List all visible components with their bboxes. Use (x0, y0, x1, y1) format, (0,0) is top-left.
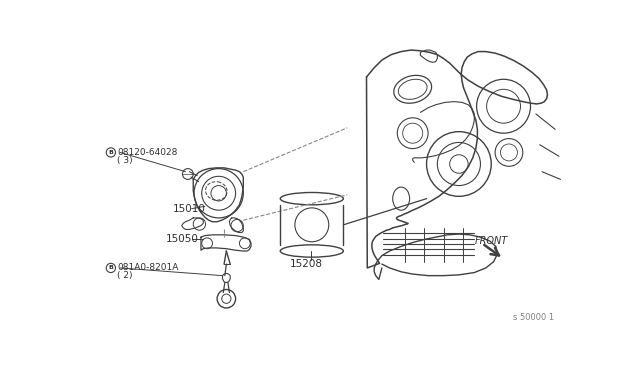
Text: 08120-64028: 08120-64028 (117, 148, 177, 157)
Text: s 50000 1: s 50000 1 (513, 314, 554, 323)
Text: 15208: 15208 (289, 259, 323, 269)
Text: 081A0-8201A: 081A0-8201A (117, 263, 179, 272)
Text: B: B (108, 150, 113, 155)
Text: FRONT: FRONT (474, 236, 508, 246)
Text: B: B (108, 266, 113, 270)
Text: ( 3): ( 3) (117, 155, 132, 165)
Text: 15050: 15050 (166, 234, 199, 244)
Text: 15010: 15010 (172, 203, 205, 214)
Text: ( 2): ( 2) (117, 271, 132, 280)
